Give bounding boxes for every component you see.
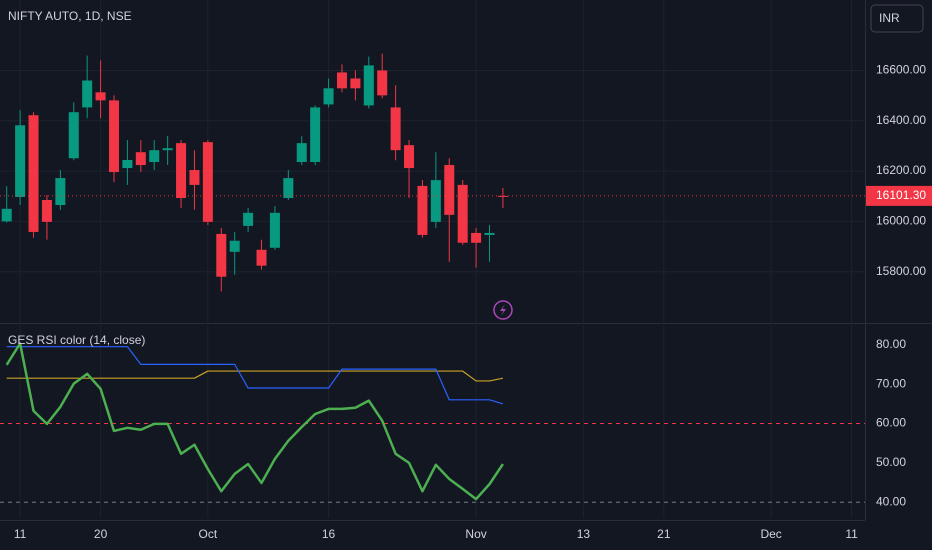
candle-body [323,88,334,105]
candle-body [484,232,495,235]
candle-body [82,80,93,108]
y-tick-label: 16600.00 [876,63,926,77]
alert-icon-ring [493,300,513,320]
candle-body [122,159,133,169]
y-tick-label: 16000.00 [876,214,926,228]
x-tick-label: 11 [845,527,858,541]
y-tick-label: 50.00 [876,455,906,469]
candle-body [149,150,160,163]
x-tick-label: 21 [657,527,671,541]
series-line [6,346,504,405]
candle-body [417,185,428,235]
candle-body [41,199,52,222]
y-tick-label: 15800.00 [876,264,926,278]
candle-body [176,143,187,198]
y-tick-label: 16200.00 [876,163,926,177]
candle-body [457,184,468,243]
candle-body [296,143,307,163]
currency-label: INR [879,11,900,25]
y-tick-label: 16400.00 [876,113,926,127]
candle-body [216,233,227,277]
candle-body [243,212,254,226]
candle-body [283,178,294,198]
x-tick-label: 20 [94,527,108,541]
candle-body [444,165,455,215]
candle-body [108,100,119,173]
candle-body [269,212,280,248]
last-price-box [866,185,932,206]
candle-body [256,249,267,266]
x-tick-label: 13 [577,527,591,541]
candle-body [95,92,106,101]
currency-button[interactable] [870,4,924,33]
candle-body [229,240,240,252]
y-tick-label: 70.00 [876,376,906,390]
candle-body [189,170,200,185]
x-tick-label: Nov [465,527,486,541]
candle-body [68,112,79,159]
y-tick-label: 40.00 [876,494,906,508]
candle-body [390,107,401,151]
x-tick-label: Oct [199,527,218,541]
x-tick-label: Dec [760,527,781,541]
candle-body [202,142,213,222]
candle-body [162,148,173,151]
x-tick-label: 11 [14,527,27,541]
candle-body [497,195,508,197]
candle-body [1,208,12,222]
alert-icon[interactable] [493,300,513,320]
alert-icon-bolt [500,304,506,316]
candle-body [350,78,361,89]
last-price-label: 16101.30 [876,188,926,202]
candle-body [310,107,321,163]
candle-body [377,70,388,96]
candle-body [28,115,39,232]
candle-body [15,125,26,197]
candle-body [471,232,482,243]
series-line [5,342,504,501]
candle-body [55,178,66,206]
chart-title: NIFTY AUTO, 1D, NSE [8,9,132,23]
x-tick-label: 16 [322,527,336,541]
y-tick-label: 80.00 [876,337,906,351]
candle-body [336,72,347,89]
indicator-title: GES RSI color (14, close) [8,333,145,347]
candle-body [404,145,415,169]
candle-body [363,65,374,106]
y-tick-label: 60.00 [876,416,906,430]
candle-body [135,152,146,166]
candle-body [430,180,441,222]
